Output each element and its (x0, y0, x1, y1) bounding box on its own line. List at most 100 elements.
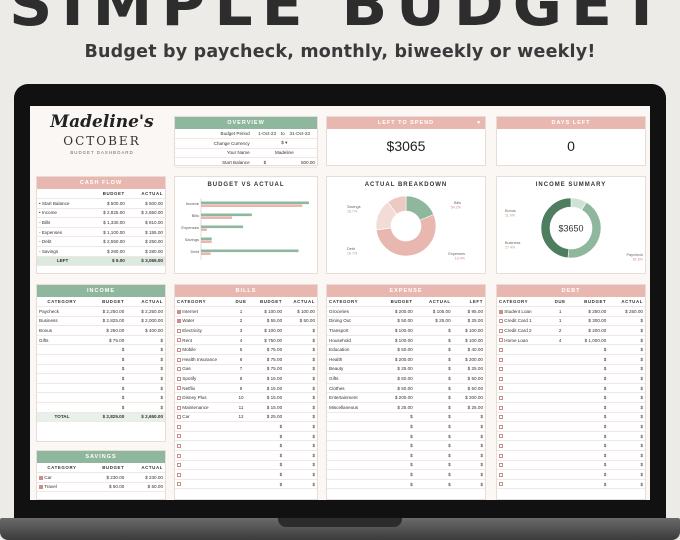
paid-checkbox[interactable] (177, 405, 181, 410)
paid-checkbox[interactable] (499, 434, 503, 439)
paid-checkbox[interactable] (177, 443, 181, 448)
category-cell[interactable] (327, 421, 377, 432)
actual-cell[interactable]: $ (608, 402, 645, 413)
actual-cell[interactable]: $ (608, 450, 645, 461)
paid-checkbox[interactable] (499, 338, 503, 343)
actual-cell[interactable]: $ (284, 431, 317, 442)
paid-checkbox[interactable] (499, 367, 503, 372)
budget-cell[interactable]: $ 75.00 (86, 335, 127, 346)
category-cell[interactable]: Clothes (327, 383, 377, 394)
actual-cell[interactable]: $ (284, 479, 317, 490)
actual-cell[interactable]: $ 105.00 (414, 306, 453, 317)
actual-cell[interactable]: $ (608, 354, 645, 365)
due-cell[interactable]: 11 (231, 402, 251, 413)
due-cell[interactable] (549, 440, 571, 451)
category-cell[interactable]: Education (327, 344, 377, 356)
due-cell[interactable] (231, 440, 251, 451)
due-cell[interactable] (549, 392, 571, 404)
due-cell[interactable] (549, 383, 571, 394)
category-cell[interactable] (327, 450, 377, 461)
budget-cell[interactable]: $ (86, 373, 127, 384)
actual-cell[interactable]: $ (284, 344, 317, 356)
budget-cell[interactable]: $ (570, 364, 609, 375)
budget-cell[interactable]: $ 25.00 (250, 412, 285, 423)
paid-checkbox[interactable] (499, 482, 503, 487)
category-cell[interactable] (37, 373, 87, 384)
actual-cell[interactable]: $ (608, 392, 645, 404)
actual-cell[interactable]: $ (608, 344, 645, 356)
due-cell[interactable] (231, 421, 251, 432)
actual-cell[interactable]: $ (126, 402, 165, 413)
start-balance-field[interactable]: 500.00 (278, 157, 317, 168)
category-cell[interactable]: Health (327, 354, 377, 365)
budget-cell[interactable]: $ (570, 421, 609, 432)
category-cell[interactable]: Household (327, 335, 377, 346)
category-cell[interactable] (327, 479, 377, 490)
actual-cell[interactable]: $ (284, 450, 317, 461)
due-cell[interactable]: 4 (549, 335, 571, 346)
category-cell[interactable]: Transport (327, 325, 377, 336)
budget-cell[interactable]: $ (570, 440, 609, 451)
budget-cell[interactable]: $ 55.00 (250, 316, 285, 327)
paid-checkbox[interactable] (177, 367, 181, 372)
actual-cell[interactable]: $ (608, 412, 645, 423)
budget-cell[interactable]: $ 50.00 (376, 383, 415, 394)
actual-cell[interactable]: $ (608, 421, 645, 432)
category-cell[interactable]: Miscellaneous (327, 402, 377, 413)
actual-cell[interactable]: $ (414, 335, 453, 346)
category-cell[interactable]: Groceries (327, 306, 377, 317)
category-cell[interactable] (37, 354, 87, 365)
budget-cell[interactable]: $ (570, 450, 609, 461)
actual-cell[interactable]: $ 230.00 (126, 472, 165, 483)
budget-cell[interactable]: $ (570, 479, 609, 490)
budget-cell[interactable]: $ (250, 440, 285, 451)
actual-cell[interactable]: $ (284, 392, 317, 404)
actual-cell[interactable]: $ (608, 431, 645, 442)
budget-cell[interactable]: $ 25.00 (376, 402, 415, 413)
category-cell[interactable]: Paycheck (37, 306, 87, 317)
actual-cell[interactable]: $ (284, 460, 317, 471)
paid-checkbox[interactable] (177, 434, 181, 439)
budget-cell[interactable]: $ 25.00 (376, 364, 415, 375)
paid-checkbox[interactable] (177, 348, 181, 353)
due-cell[interactable]: 1 (549, 306, 571, 317)
due-cell[interactable] (549, 469, 571, 480)
budget-cell[interactable]: $ (376, 479, 415, 490)
category-cell[interactable]: Dining Out (327, 316, 377, 327)
category-cell[interactable] (327, 440, 377, 451)
budget-cell[interactable]: $ 250.00 (86, 325, 127, 336)
budget-cell[interactable]: $ (376, 460, 415, 471)
paid-checkbox[interactable] (499, 463, 503, 468)
paid-checkbox[interactable] (499, 405, 503, 410)
due-cell[interactable] (231, 460, 251, 471)
budget-cell[interactable]: $ 50.00 (376, 344, 415, 356)
budget-cell[interactable]: $ 15.00 (250, 383, 285, 394)
actual-cell[interactable]: $ (414, 325, 453, 336)
actual-cell[interactable]: $ 2,250.00 (126, 306, 165, 317)
budget-cell[interactable]: $ 100.00 (376, 335, 415, 346)
budget-cell[interactable]: $ 200.00 (376, 354, 415, 365)
category-cell[interactable] (37, 364, 87, 375)
actual-cell[interactable]: $ (126, 344, 165, 356)
actual-cell[interactable]: $ (414, 469, 453, 480)
due-cell[interactable]: 10 (231, 392, 251, 404)
actual-cell[interactable]: $ (414, 392, 453, 404)
actual-cell[interactable]: $ (414, 479, 453, 490)
budget-cell[interactable]: $ 230.00 (87, 472, 127, 483)
paid-checkbox[interactable] (499, 309, 503, 314)
due-cell[interactable]: 9 (231, 383, 251, 394)
actual-cell[interactable]: $ (414, 421, 453, 432)
budget-cell[interactable]: $ (250, 421, 285, 432)
budget-cell[interactable]: $ (570, 402, 609, 413)
due-cell[interactable] (549, 479, 571, 490)
actual-cell[interactable]: $ (284, 373, 317, 384)
actual-cell[interactable]: $ (608, 373, 645, 384)
actual-cell[interactable]: $ (284, 325, 317, 336)
actual-cell[interactable]: $ (284, 421, 317, 432)
due-cell[interactable]: 3 (231, 325, 251, 336)
budget-cell[interactable]: $ (250, 431, 285, 442)
due-cell[interactable]: 4 (231, 335, 251, 346)
due-cell[interactable] (549, 402, 571, 413)
paid-checkbox[interactable] (177, 472, 181, 477)
paid-checkbox[interactable] (499, 472, 503, 477)
